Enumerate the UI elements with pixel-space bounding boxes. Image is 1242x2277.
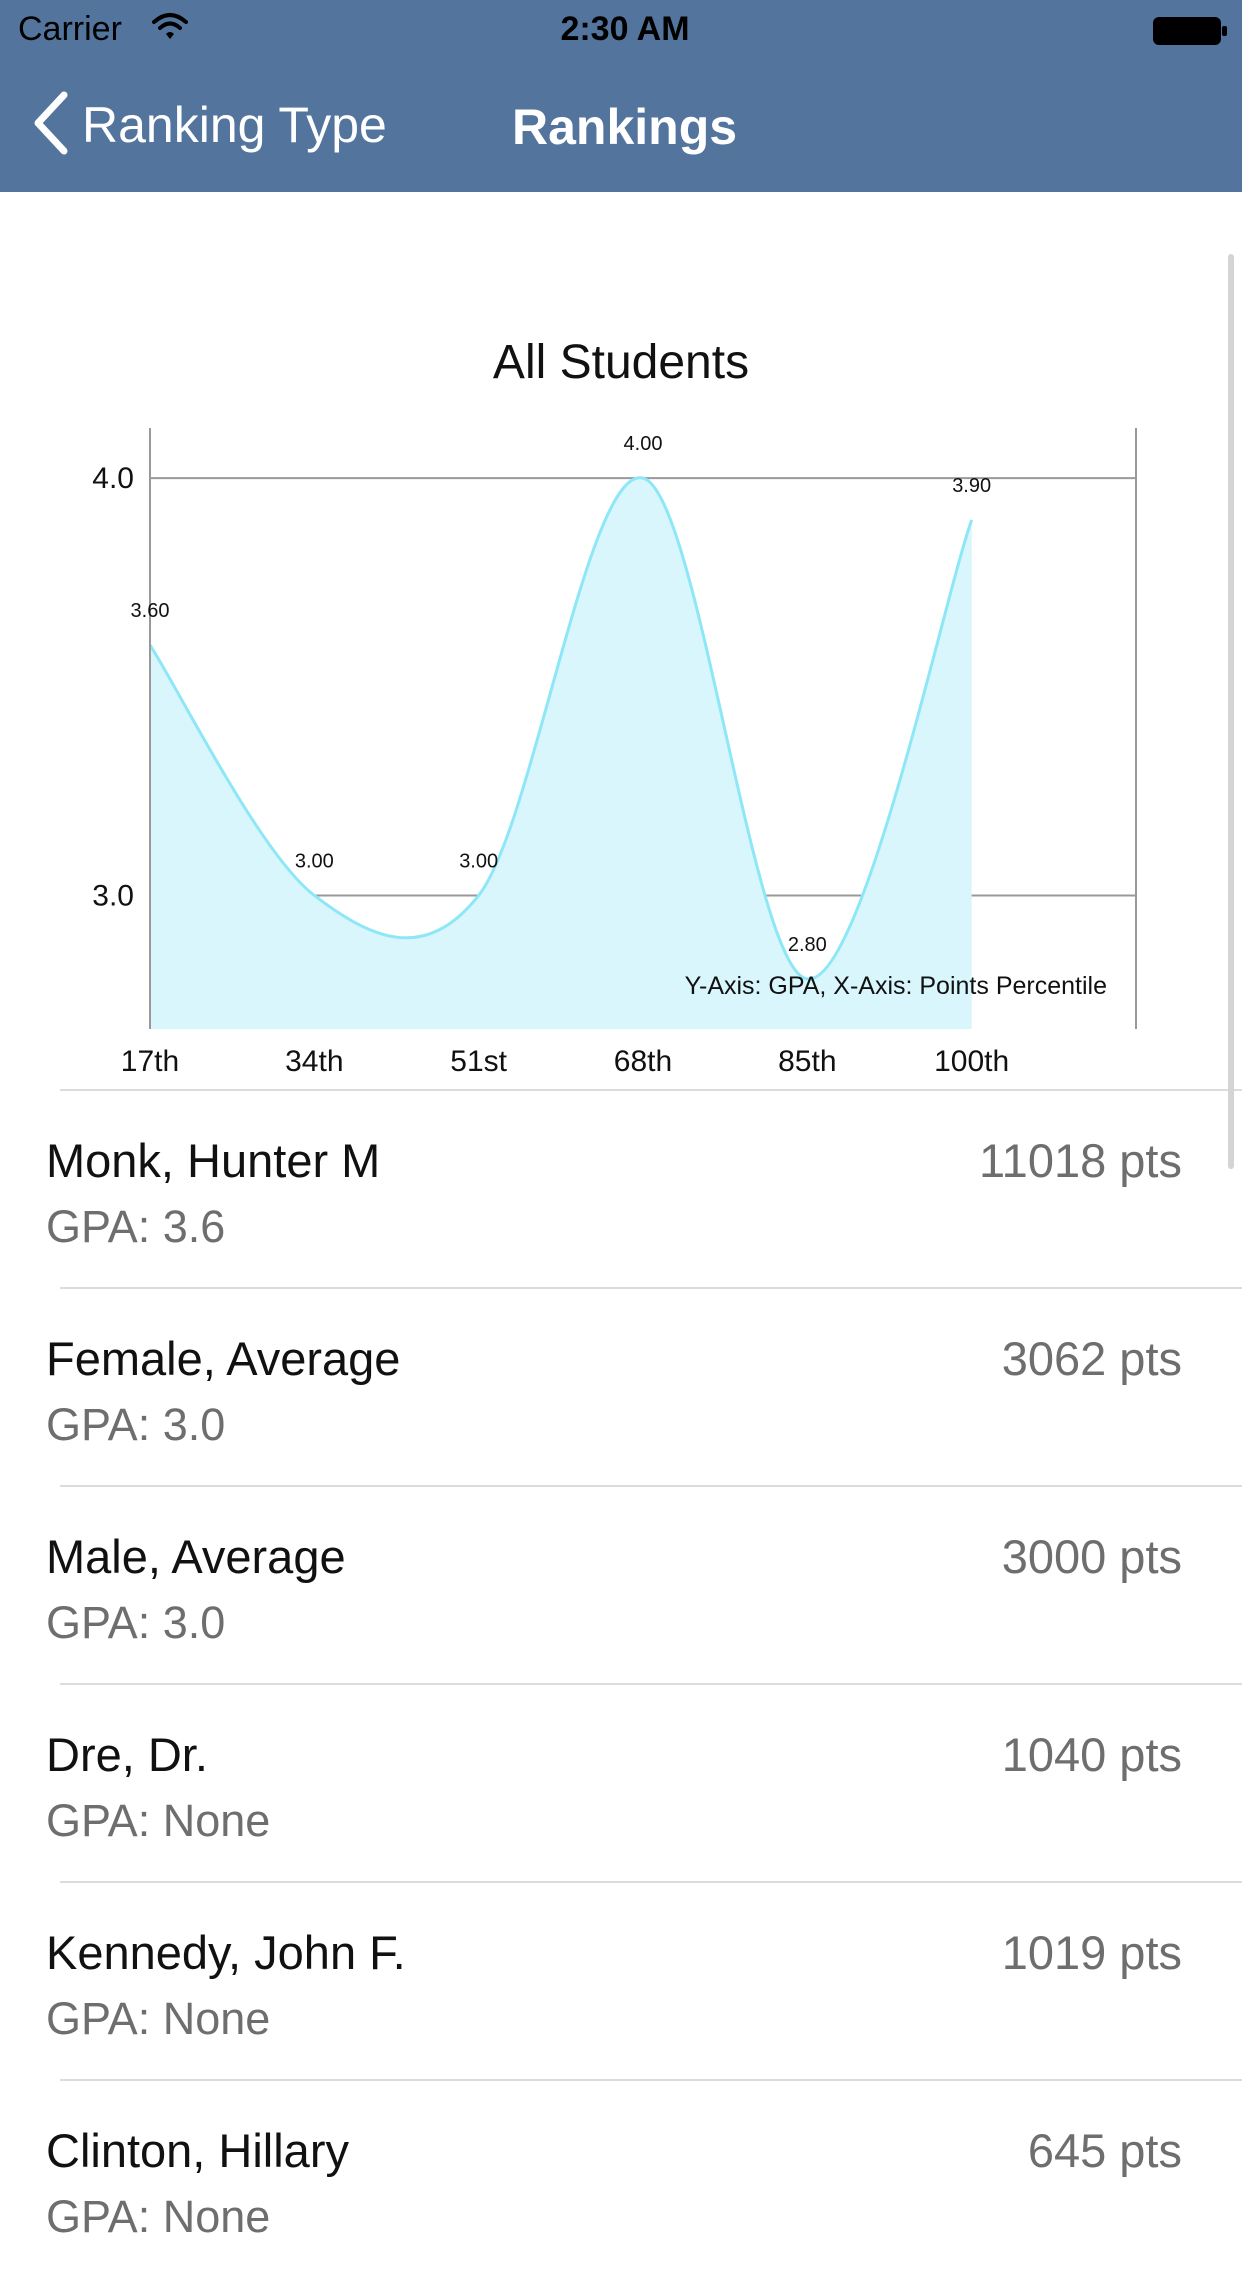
student-gpa: GPA: None <box>46 1993 271 2044</box>
back-button-label: Ranking Type <box>82 97 387 153</box>
student-name: Male, Average <box>46 1530 346 1583</box>
row-separator <box>60 1485 1242 1487</box>
student-name: Kennedy, John F. <box>46 1926 406 1979</box>
row-separator <box>60 1881 1242 1883</box>
page-title: Rankings <box>512 99 738 155</box>
row-separator <box>60 1683 1242 1685</box>
nav-bar: Ranking Type Rankings <box>0 60 1242 192</box>
x-tick-label: 51st <box>450 1045 507 1078</box>
row-separator <box>60 1287 1242 1289</box>
x-tick-label: 68th <box>614 1045 672 1078</box>
y-tick-label: 3.0 <box>92 879 134 912</box>
student-points: 1040 pts <box>1001 1728 1182 1781</box>
data-label: 4.00 <box>624 433 663 455</box>
list-item[interactable]: Female, Average GPA: 3.0 3062 pts <box>0 1289 1242 1485</box>
student-gpa: GPA: 3.0 <box>46 1399 226 1450</box>
list-item[interactable]: Kennedy, John F. GPA: None 1019 pts <box>0 1883 1242 2079</box>
status-time: 2:30 AM <box>560 10 690 48</box>
x-tick-label: 17th <box>121 1045 179 1078</box>
x-tick-label: 85th <box>778 1045 836 1078</box>
data-label: 3.00 <box>295 850 334 872</box>
student-name: Clinton, Hillary <box>46 2124 349 2177</box>
area-fill <box>150 477 972 1029</box>
series-line <box>148 476 974 981</box>
top-bar: Carrier 2:30 AM Ranking Type Ranki <box>0 0 1242 192</box>
y-tick-label: 4.0 <box>92 462 134 495</box>
carrier-label: Carrier <box>18 10 122 48</box>
axis-note: Y-Axis: GPA, X-Axis: Points Percentile <box>685 972 1107 1000</box>
list-item[interactable]: Dre, Dr. GPA: None 1040 pts <box>0 1685 1242 1881</box>
content-area[interactable]: All Students 3.0 4.0 17th 34th 51st 68th 85th 10… <box>0 192 1242 2242</box>
student-points: 645 pts <box>1027 2124 1182 2177</box>
data-label: 3.90 <box>952 475 991 497</box>
student-name: Monk, Hunter M <box>46 1134 381 1187</box>
student-points: 3000 pts <box>1001 1530 1182 1583</box>
x-tick-label: 100th <box>934 1045 1009 1078</box>
x-tick-label: 34th <box>285 1045 343 1078</box>
data-label: 3.60 <box>131 600 170 622</box>
list-item[interactable]: Clinton, Hillary GPA: None 645 pts <box>0 2081 1242 2277</box>
list-item[interactable]: Male, Average GPA: 3.0 3000 pts <box>0 1487 1242 1683</box>
row-separator <box>60 2079 1242 2081</box>
student-points: 3062 pts <box>1001 1332 1182 1385</box>
list-item[interactable]: Monk, Hunter M GPA: 3.6 11018 pts <box>0 1091 1242 1287</box>
data-label: 3.00 <box>459 850 498 872</box>
scroll-indicator[interactable] <box>1228 254 1234 1169</box>
status-bar: Carrier 2:30 AM <box>0 0 1242 60</box>
student-gpa: GPA: None <box>46 2191 271 2242</box>
student-gpa: GPA: 3.6 <box>46 1201 226 1252</box>
student-name: Dre, Dr. <box>46 1728 208 1781</box>
battery-icon <box>1152 16 1228 51</box>
data-label: 2.80 <box>788 934 827 956</box>
wifi-icon <box>152 12 188 47</box>
student-name: Female, Average <box>46 1332 401 1385</box>
student-gpa: GPA: None <box>46 1795 271 1846</box>
student-points: 11018 pts <box>979 1134 1182 1187</box>
gpa-chart: All Students 3.0 4.0 17th 34th 51st 68th 85th 10… <box>92 336 1137 1078</box>
chevron-left-icon <box>30 91 70 160</box>
chart-title: All Students <box>493 336 749 389</box>
student-points: 1019 pts <box>1001 1926 1182 1979</box>
student-gpa: GPA: 3.0 <box>46 1597 226 1648</box>
back-button[interactable]: Ranking Type <box>30 90 387 160</box>
row-separator <box>60 1089 1242 1091</box>
